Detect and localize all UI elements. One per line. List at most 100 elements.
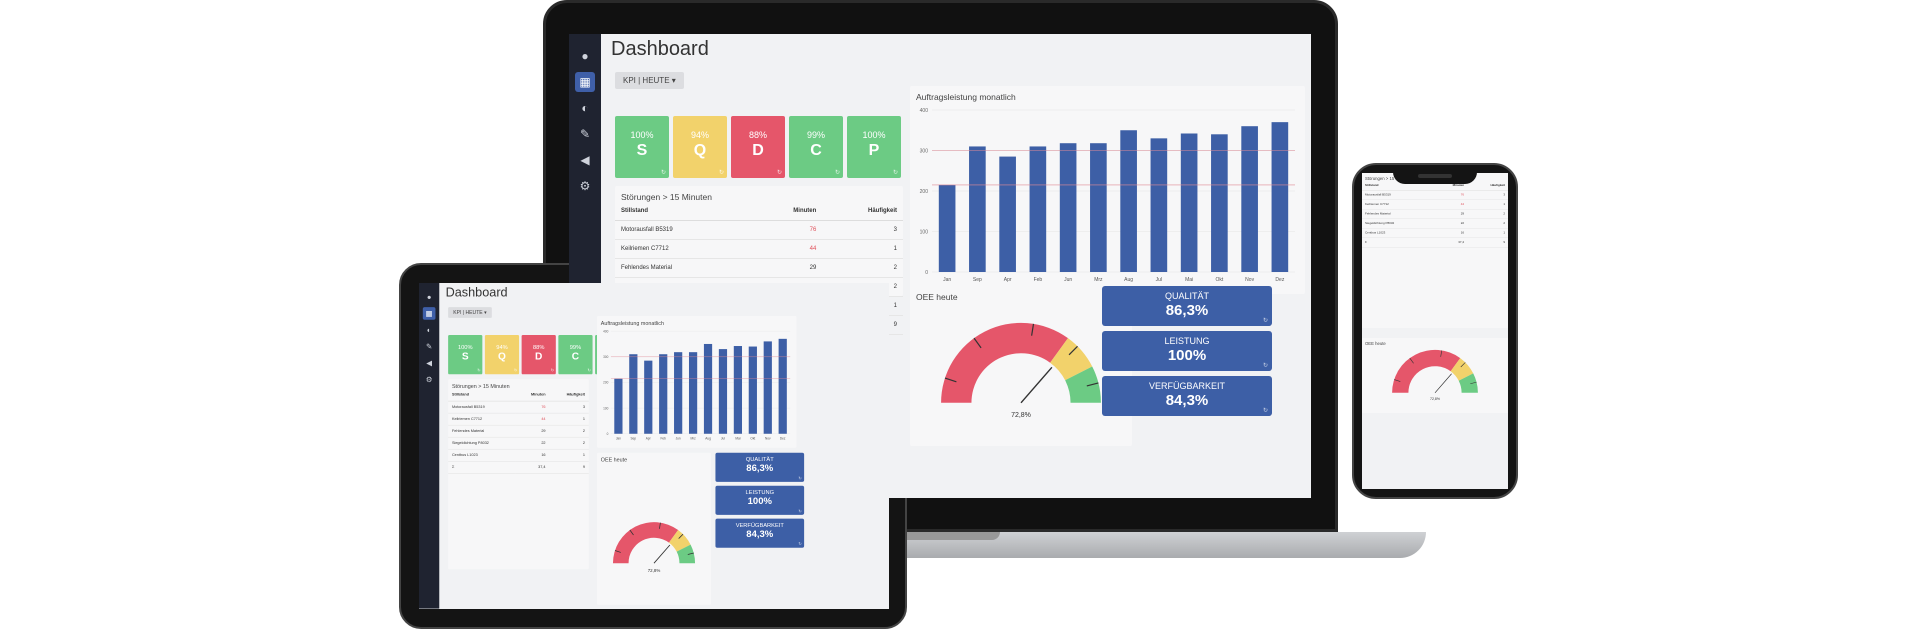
bar-sep[interactable] xyxy=(969,146,986,272)
kpi-tile-s[interactable]: 100% S ↻ xyxy=(448,334,483,375)
bar-chart: 0 100 200 300 400 Jan Sep Apr Feb Jun Mrz Aug Jul Mai… xyxy=(920,108,1295,283)
chart-title: Auftragsleistung monatlich xyxy=(600,319,664,327)
row-count: 1 xyxy=(549,449,589,462)
table-row[interactable]: Motorausfall B5319 76 3 xyxy=(448,401,589,414)
kpi-tile-q[interactable]: 94% Q ↻ xyxy=(484,334,520,375)
refresh-icon[interactable]: ↻ xyxy=(798,509,802,514)
metric-leistung[interactable]: LEISTUNG 100% ↻ xyxy=(1102,331,1272,371)
main-content: Dashboard KPI | HEUTE ▾ 100%S↻94%Q↻88%D↻… xyxy=(1362,173,1508,489)
gauge-tick xyxy=(1460,362,1466,368)
bar-mai[interactable] xyxy=(733,346,743,434)
dashboard-icon[interactable]: ▦ xyxy=(575,72,595,92)
table-row[interactable]: Motorausfall B5319 76 3 xyxy=(1362,190,1508,200)
table-row[interactable]: Keilriemen C7712 44 1 xyxy=(448,413,589,426)
row-name: Siegeldichtung P8032 xyxy=(1362,218,1433,229)
row-minutes: 22 xyxy=(515,437,550,450)
refresh-icon[interactable]: ↻ xyxy=(587,369,591,373)
row-minutes: 44 xyxy=(515,413,550,426)
refresh-icon[interactable]: ↻ xyxy=(513,369,518,373)
refresh-icon[interactable]: ↻ xyxy=(834,170,840,176)
refresh-icon[interactable]: ↻ xyxy=(1262,363,1268,369)
bar-apr[interactable] xyxy=(999,156,1016,272)
bar-aug[interactable] xyxy=(703,343,713,434)
bar-dez[interactable] xyxy=(778,338,787,434)
kpi-filter-dropdown[interactable]: KPI | HEUTE ▾ xyxy=(615,72,684,89)
kpi-tile-d[interactable]: 88% D ↻ xyxy=(731,116,785,178)
x-tick-label: Jul xyxy=(1156,277,1162,283)
metric-leistung[interactable]: LEISTUNG 100% ↻ xyxy=(715,485,805,515)
metric-qualitaet[interactable]: QUALITÄT 86,3% ↻ xyxy=(1102,286,1272,326)
bar-dez[interactable] xyxy=(1271,122,1289,273)
bar-apr[interactable] xyxy=(644,360,653,434)
refresh-icon[interactable]: ↻ xyxy=(1262,408,1268,414)
bar-mai[interactable] xyxy=(1180,133,1198,272)
megaphone-icon[interactable]: ◀ xyxy=(580,153,590,167)
row-name: Fehlendes Material xyxy=(448,425,516,438)
palette-icon[interactable]: ◐ xyxy=(581,101,589,115)
kpi-tile-q[interactable]: 94% Q ↻ xyxy=(673,116,727,178)
bar-jul[interactable] xyxy=(1150,138,1168,272)
bar-mrz[interactable] xyxy=(1090,143,1107,272)
bar-feb[interactable] xyxy=(659,354,668,434)
kpi-tile-c[interactable]: 99% C ↻ xyxy=(789,116,843,178)
bar-aug[interactable] xyxy=(1120,130,1137,272)
bar-jul[interactable] xyxy=(718,349,728,434)
bar-okt[interactable] xyxy=(748,346,757,434)
table-row[interactable]: Keilriemen C7712 44 1 xyxy=(615,239,903,259)
refresh-icon[interactable]: ↻ xyxy=(892,170,898,176)
table-row[interactable]: Fehlendes Material 29 2 xyxy=(1362,209,1508,219)
bar-jun[interactable] xyxy=(1059,143,1077,272)
bar-jun[interactable] xyxy=(674,352,683,434)
refresh-icon[interactable]: ↻ xyxy=(477,369,481,373)
metric-verfuegbarkeit[interactable]: VERFÜGBARKEIT 84,3% ↻ xyxy=(1102,376,1272,416)
edit-icon[interactable]: ✎ xyxy=(425,341,433,351)
bar-feb[interactable] xyxy=(1029,146,1047,272)
chevron-down-icon: ▾ xyxy=(484,309,487,316)
table-row[interactable]: Fehlendes Material 29 2 xyxy=(448,425,589,438)
edit-icon[interactable]: ✎ xyxy=(579,127,591,141)
kpi-tile-s[interactable]: 100% S ↻ xyxy=(615,116,669,178)
bar-nov[interactable] xyxy=(763,341,772,434)
bar-mrz[interactable] xyxy=(688,352,698,434)
kpi-tile-p[interactable]: 100% P ↻ xyxy=(847,116,901,178)
table-row[interactable]: Motorausfall B5319 76 3 xyxy=(615,220,903,240)
kpi-tile-c[interactable]: 99% C ↻ xyxy=(558,334,593,375)
refresh-icon[interactable]: ↻ xyxy=(660,170,666,176)
metric-verfuegbarkeit[interactable]: VERFÜGBARKEIT 84,3% ↻ xyxy=(715,518,805,548)
table-row[interactable]: Keilriemen C7712 44 1 xyxy=(1362,199,1508,210)
refresh-icon[interactable]: ↻ xyxy=(798,476,802,481)
settings-icon[interactable]: ⚙ xyxy=(579,179,591,193)
row-minutes: 76 xyxy=(515,401,550,414)
row-name: Siegeldichtung P8032 xyxy=(448,437,516,450)
palette-icon[interactable]: ◐ xyxy=(426,325,432,335)
kpi-filter-dropdown[interactable]: KPI | HEUTE ▾ xyxy=(448,307,492,318)
x-tick-label: Mrz xyxy=(690,436,696,440)
user-icon[interactable]: ● xyxy=(426,292,432,302)
kpi-letter: D xyxy=(535,351,543,363)
kpi-tile-d[interactable]: 88% D ↻ xyxy=(521,334,556,375)
bar-nov[interactable] xyxy=(1241,126,1258,272)
x-tick-label: Sep xyxy=(631,436,637,440)
row-name: Keilriemen C7712 xyxy=(448,413,516,426)
settings-icon[interactable]: ⚙ xyxy=(425,374,433,384)
row-minutes: 29 xyxy=(515,425,550,438)
megaphone-icon[interactable]: ◀ xyxy=(426,358,433,368)
oee-value: 72,8% xyxy=(648,568,661,573)
refresh-icon[interactable]: ↻ xyxy=(798,542,802,547)
table-row[interactable]: Fehlendes Material 29 2 xyxy=(615,258,903,278)
user-icon[interactable]: ● xyxy=(581,49,589,63)
bar-jan[interactable] xyxy=(938,184,956,272)
bar-okt[interactable] xyxy=(1211,134,1228,272)
refresh-icon[interactable]: ↻ xyxy=(550,369,554,373)
refresh-icon[interactable]: ↻ xyxy=(718,170,724,176)
refresh-icon[interactable]: ↻ xyxy=(776,170,782,176)
bar-sep[interactable] xyxy=(629,354,638,434)
bar-jan[interactable] xyxy=(614,378,623,434)
dashboard-icon[interactable]: ▦ xyxy=(422,307,436,320)
refresh-icon[interactable]: ↻ xyxy=(1262,318,1268,324)
metric-qualitaet[interactable]: QUALITÄT 86,3% ↻ xyxy=(715,452,805,482)
